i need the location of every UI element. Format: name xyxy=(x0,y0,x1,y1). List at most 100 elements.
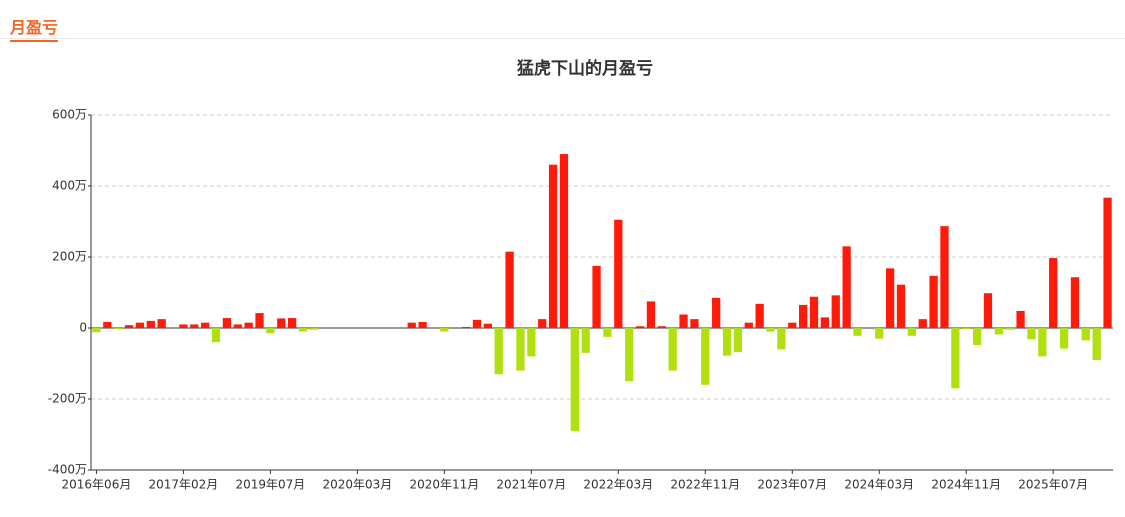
bar xyxy=(896,284,906,328)
bar xyxy=(440,328,449,332)
bar xyxy=(92,328,101,333)
bar xyxy=(1059,328,1069,349)
bar xyxy=(146,320,155,328)
bar xyxy=(625,328,634,382)
bar xyxy=(1005,328,1014,330)
bar xyxy=(722,328,732,356)
bar xyxy=(494,328,503,375)
bar xyxy=(407,322,416,328)
bar xyxy=(559,154,569,328)
bar xyxy=(679,314,688,328)
tab[interactable]: 月盈亏 xyxy=(10,14,59,42)
bar xyxy=(288,318,297,328)
bar xyxy=(483,323,492,328)
bar xyxy=(233,324,242,328)
bar xyxy=(646,301,656,328)
bar xyxy=(538,319,547,328)
bar xyxy=(635,326,645,328)
bar xyxy=(266,328,275,334)
bar xyxy=(124,325,134,328)
bar xyxy=(842,246,851,328)
y-tick-label: 0 xyxy=(79,321,87,335)
bar xyxy=(777,328,786,350)
bar xyxy=(853,328,862,336)
chart-title: 猛虎下山的月盈亏 xyxy=(516,58,653,79)
bar xyxy=(548,164,558,328)
bar xyxy=(885,268,895,328)
bar xyxy=(244,322,253,328)
bar xyxy=(972,328,982,346)
bar xyxy=(157,319,166,328)
bar xyxy=(929,275,938,328)
x-tick-label: 2022年11月 xyxy=(670,478,740,492)
bar xyxy=(1070,277,1080,328)
divider xyxy=(0,38,1125,39)
bar xyxy=(983,293,993,328)
bar xyxy=(1049,258,1058,328)
x-tick-label: 2024年03月 xyxy=(844,478,914,492)
bar xyxy=(309,328,319,330)
bar xyxy=(907,328,916,336)
bar xyxy=(190,324,199,328)
bar xyxy=(472,319,482,328)
bar xyxy=(581,328,590,353)
bar xyxy=(527,328,536,357)
bar xyxy=(831,295,840,328)
bar xyxy=(114,328,123,330)
bar xyxy=(211,328,221,343)
bar xyxy=(712,297,721,328)
bar xyxy=(505,251,514,328)
bar xyxy=(875,328,884,339)
bar xyxy=(799,304,808,328)
bar xyxy=(962,328,971,330)
bar xyxy=(994,328,1003,335)
bar xyxy=(755,303,764,328)
x-tick-label: 2019年07月 xyxy=(235,478,305,492)
y-tick-label: -200万 xyxy=(48,392,87,406)
bar xyxy=(809,296,819,328)
x-tick-label: 2016年06月 xyxy=(62,478,132,492)
bar xyxy=(918,319,927,328)
bar xyxy=(940,226,949,328)
bar xyxy=(951,328,960,389)
bar xyxy=(277,318,286,328)
bar xyxy=(1103,197,1112,328)
bar xyxy=(657,326,666,328)
bar xyxy=(690,319,699,328)
bar xyxy=(135,322,145,328)
bar xyxy=(820,317,830,328)
y-tick-label: 600万 xyxy=(52,108,87,122)
x-tick-label: 2017年02月 xyxy=(149,478,219,492)
bar xyxy=(222,318,232,328)
bar xyxy=(614,219,623,328)
bar xyxy=(255,313,264,328)
x-tick-label: 2022年03月 xyxy=(583,478,653,492)
bar xyxy=(461,326,471,328)
bar xyxy=(201,322,210,328)
bar xyxy=(788,322,797,328)
x-tick-label: 2023年07月 xyxy=(757,478,827,492)
bar xyxy=(418,321,427,328)
bar xyxy=(103,321,112,328)
bar xyxy=(179,324,188,328)
bar xyxy=(570,328,579,431)
y-tick-label: 400万 xyxy=(52,179,87,193)
bar xyxy=(1092,328,1101,360)
bar xyxy=(298,328,308,332)
x-tick-label: 2021年07月 xyxy=(496,478,566,492)
bar xyxy=(603,328,612,337)
bar xyxy=(592,265,601,328)
y-tick-label: -400万 xyxy=(48,463,87,477)
x-tick-label: 2020年03月 xyxy=(322,478,392,492)
bar xyxy=(766,328,775,332)
bar xyxy=(1038,328,1047,357)
bar xyxy=(516,328,525,371)
x-tick-label: 2020年11月 xyxy=(409,478,479,492)
bar xyxy=(1016,310,1025,328)
bar xyxy=(1027,328,1036,340)
bar xyxy=(701,328,710,385)
bar xyxy=(1081,328,1090,341)
x-tick-label: 2024年11月 xyxy=(931,478,1001,492)
